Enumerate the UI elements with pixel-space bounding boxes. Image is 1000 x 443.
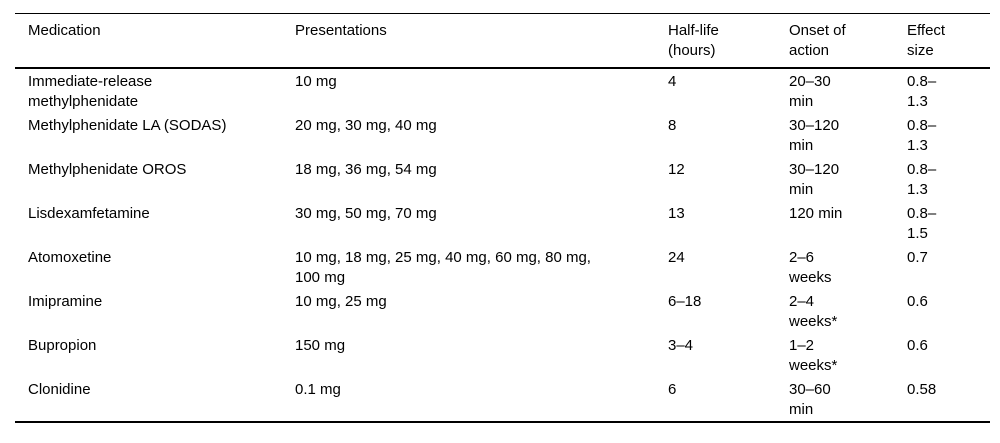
cell-medication: Imipramine [28, 293, 103, 310]
table-row: Methylphenidate LA (SODAS) 20 mg, 30 mg,… [15, 113, 990, 157]
cell-onset: 20–30 min [789, 73, 831, 110]
cell-half-life: 12 [668, 161, 685, 178]
cell-presentations: 150 mg [295, 337, 346, 354]
table-row: Lisdexamfetamine 30 mg, 50 mg, 70 mg 13 … [15, 201, 990, 245]
cell-medication: Atomoxetine [28, 249, 112, 266]
cell-effect-size: 0.8–1.3 [907, 73, 937, 110]
table-row: Imipramine 10 mg, 25 mg 6–18 2–4 weeks* … [15, 289, 990, 333]
table-row: Methylphenidate OROS 18 mg, 36 mg, 54 mg… [15, 157, 990, 201]
cell-onset: 2–6 weeks [789, 249, 832, 286]
table-row: Atomoxetine 10 mg, 18 mg, 25 mg, 40 mg, … [15, 245, 990, 289]
cell-half-life: 24 [668, 249, 685, 266]
cell-effect-size: 0.58 [907, 381, 937, 398]
cell-half-life: 6–18 [668, 293, 702, 310]
cell-presentations: 18 mg, 36 mg, 54 mg [295, 161, 437, 178]
table-row: Immediate-release methylphenidate 10 mg … [15, 68, 990, 113]
cell-half-life: 13 [668, 205, 685, 222]
medication-table: Medication Presentations Half-life (hour… [15, 13, 990, 423]
cell-presentations: 0.1 mg [295, 381, 341, 398]
cell-medication: Methylphenidate OROS [28, 161, 187, 178]
cell-presentations: 30 mg, 50 mg, 70 mg [295, 205, 437, 222]
cell-presentations: 10 mg, 25 mg [295, 293, 387, 310]
cell-half-life: 4 [668, 73, 677, 90]
cell-onset: 30–120 min [789, 161, 840, 198]
cell-medication: Immediate-release methylphenidate [28, 73, 153, 110]
cell-effect-size: 0.7 [907, 249, 928, 266]
cell-effect-size: 0.8–1.3 [907, 161, 937, 198]
table-row: Bupropion 150 mg 3–4 1–2 weeks* 0.6 [15, 333, 990, 377]
cell-half-life: 8 [668, 117, 677, 134]
table-header-row: Medication Presentations Half-life (hour… [15, 13, 990, 69]
cell-presentations: 10 mg [295, 73, 337, 90]
cell-effect-size: 0.8–1.3 [907, 117, 937, 154]
cell-effect-size: 0.8–1.5 [907, 205, 937, 242]
cell-onset: 2–4 weeks* [789, 293, 838, 330]
cell-medication: Methylphenidate LA (SODAS) [28, 117, 227, 134]
cell-presentations: 10 mg, 18 mg, 25 mg, 40 mg, 60 mg, 80 mg… [295, 249, 591, 286]
cell-medication: Clonidine [28, 381, 91, 398]
cell-half-life: 3–4 [668, 337, 694, 354]
column-header-presentations: Presentations [282, 13, 655, 69]
cell-onset: 1–2 weeks* [789, 337, 838, 374]
cell-onset: 120 min [789, 205, 843, 222]
table-row: Clonidine 0.1 mg 6 30–60 min 0.58 [15, 377, 990, 422]
cell-effect-size: 0.6 [907, 337, 928, 354]
column-header-medication: Medication [15, 13, 282, 69]
cell-onset: 30–60 min [789, 381, 831, 418]
column-header-effect-size: Effect size [894, 13, 990, 69]
cell-presentations: 20 mg, 30 mg, 40 mg [295, 117, 437, 134]
column-header-onset: Onset of action [776, 13, 894, 69]
cell-half-life: 6 [668, 381, 677, 398]
column-header-half-life: Half-life (hours) [655, 13, 776, 69]
cell-medication: Bupropion [28, 337, 97, 354]
cell-onset: 30–120 min [789, 117, 840, 154]
cell-medication: Lisdexamfetamine [28, 205, 150, 222]
cell-effect-size: 0.6 [907, 293, 928, 310]
